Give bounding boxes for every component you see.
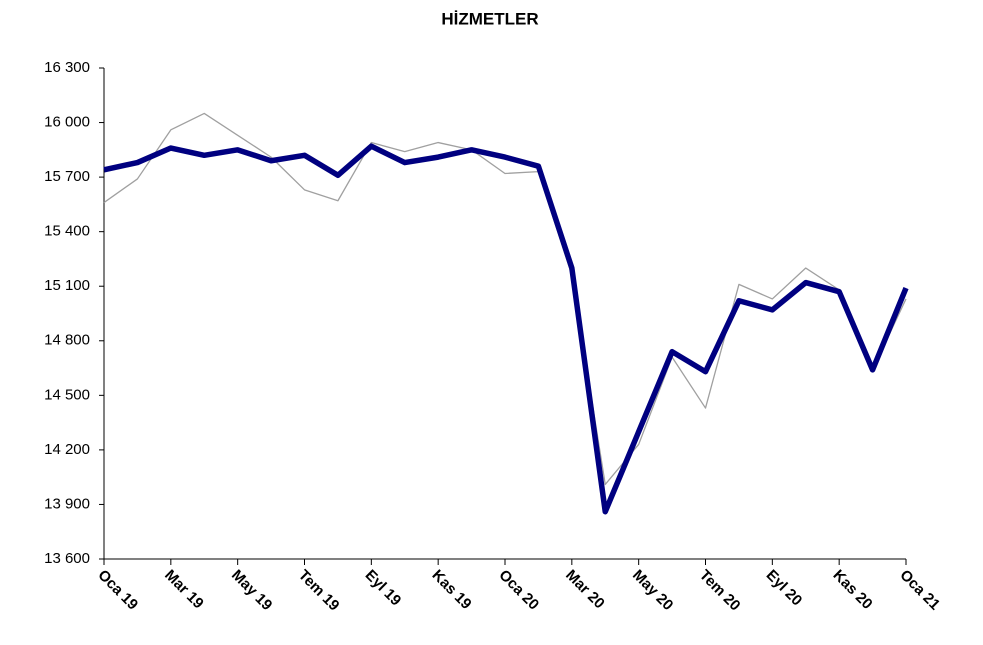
x-tick-label: May 19	[228, 567, 275, 614]
x-tick-label: Oca 19	[94, 567, 141, 614]
x-tick-label: Oca 21	[896, 567, 943, 614]
x-tick-label: Oca 20	[495, 567, 542, 614]
x-tick-label: Kas 19	[429, 567, 475, 613]
chart-title: HİZMETLER	[441, 9, 538, 28]
x-tick-label: Mar 19	[161, 567, 207, 613]
x-tick-label: Eyl 20	[763, 567, 806, 610]
line-series	[103, 112, 907, 486]
y-tick-label: 16 300	[44, 59, 90, 76]
x-tick-label: Kas 20	[830, 567, 876, 613]
x-tick-label: Tem 20	[696, 567, 744, 615]
y-tick-label: 15 700	[44, 168, 90, 185]
y-tick-label: 13 600	[44, 550, 90, 567]
line-series	[103, 143, 909, 515]
y-tick-label: 15 400	[44, 223, 90, 240]
y-tick-label: 16 000	[44, 114, 90, 131]
y-tick-label: 13 900	[44, 495, 90, 512]
x-tick-label: Mar 20	[562, 567, 608, 613]
y-tick-label: 14 500	[44, 386, 90, 403]
x-tick-label: May 20	[629, 567, 676, 614]
y-tick-label: 15 100	[44, 277, 90, 294]
y-tick-label: 14 200	[44, 441, 90, 458]
y-tick-label: 14 800	[44, 332, 90, 349]
x-tick-label: Tem 19	[295, 567, 343, 615]
x-tick-label: Eyl 19	[362, 567, 405, 610]
